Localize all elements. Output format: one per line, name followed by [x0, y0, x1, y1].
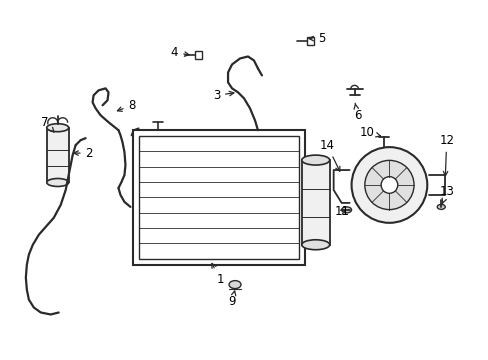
- Bar: [133, 130, 304, 265]
- Text: 6: 6: [353, 103, 361, 122]
- Ellipse shape: [436, 204, 444, 210]
- Text: 11: 11: [334, 205, 349, 219]
- Ellipse shape: [228, 280, 241, 289]
- Text: 14: 14: [319, 139, 339, 171]
- Circle shape: [364, 160, 413, 210]
- Text: 8: 8: [117, 99, 136, 112]
- Ellipse shape: [341, 207, 351, 213]
- Text: 7: 7: [41, 116, 54, 132]
- Text: 5: 5: [308, 32, 325, 45]
- Text: 10: 10: [359, 126, 380, 139]
- Text: 13: 13: [438, 185, 453, 204]
- Ellipse shape: [47, 124, 68, 132]
- Ellipse shape: [301, 240, 329, 250]
- Text: 9: 9: [228, 291, 235, 308]
- Bar: [139, 136, 298, 259]
- Bar: [47, 128, 68, 183]
- Bar: [195, 51, 202, 59]
- Text: 12: 12: [438, 134, 453, 176]
- Text: 1: 1: [212, 264, 224, 286]
- Circle shape: [351, 147, 427, 223]
- Text: 2: 2: [74, 147, 93, 159]
- Bar: [306, 37, 313, 45]
- Circle shape: [380, 177, 397, 193]
- Text: 4: 4: [170, 46, 189, 59]
- Text: 3: 3: [212, 89, 233, 102]
- Ellipse shape: [47, 179, 68, 186]
- Ellipse shape: [301, 155, 329, 165]
- Bar: [301, 160, 329, 245]
